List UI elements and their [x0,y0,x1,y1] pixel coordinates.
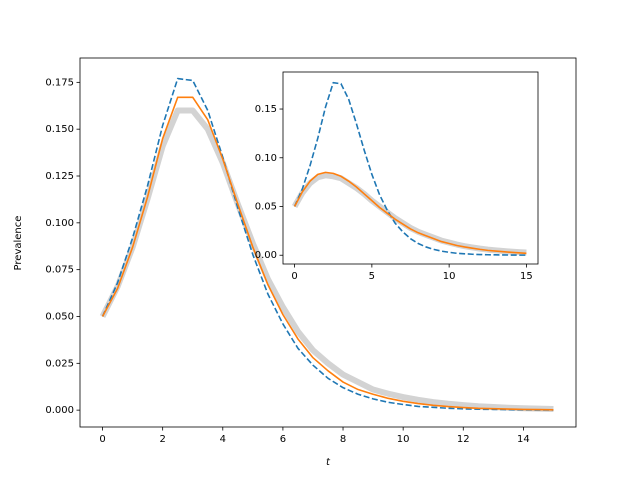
y-tick-label: 0.100 [45,218,74,229]
y-tick-label: 0.10 [255,153,277,164]
axes-frame [282,71,539,265]
x-tick-label: 6 [280,434,286,445]
inset-axes: 0 5 10 15 0.00 0.05 0.10 0.15 [255,71,539,282]
y-tick-label: 0.150 [45,124,74,135]
x-tick-label: 10 [397,434,410,445]
x-tick-label: 15 [520,271,533,282]
y-tick-label: 0.175 [45,77,74,88]
x-axis-label: t [326,457,331,468]
y-tick-label: 0.025 [45,358,74,369]
series-line [101,77,554,411]
y-tick-label: 0.00 [255,250,277,261]
x-tick-label: 2 [159,434,165,445]
x-tick-label: 0 [291,271,297,282]
y-tick-label: 0.05 [255,201,277,212]
series-line [99,107,554,413]
y-tick-label: 0.15 [255,104,277,115]
plot-area [283,72,538,264]
y-tick-label: 0.075 [45,265,74,276]
x-tick-label: 4 [220,434,226,445]
series-line [293,171,527,255]
x-tick-label: 8 [340,434,346,445]
y-tick-label: 0.000 [45,405,74,416]
x-tick-label: 14 [517,434,530,445]
x-tick-label: 12 [457,434,470,445]
y-tick-label: 0.125 [45,171,74,182]
y-tick-label: 0.050 [45,311,74,322]
y-axis-label: Prevalence [13,216,24,271]
series-line [293,81,527,256]
axes-frame [79,57,577,428]
x-tick-label: 10 [443,271,456,282]
x-tick-label: 0 [99,434,105,445]
series-line [101,96,554,411]
x-tick-label: 5 [369,271,375,282]
